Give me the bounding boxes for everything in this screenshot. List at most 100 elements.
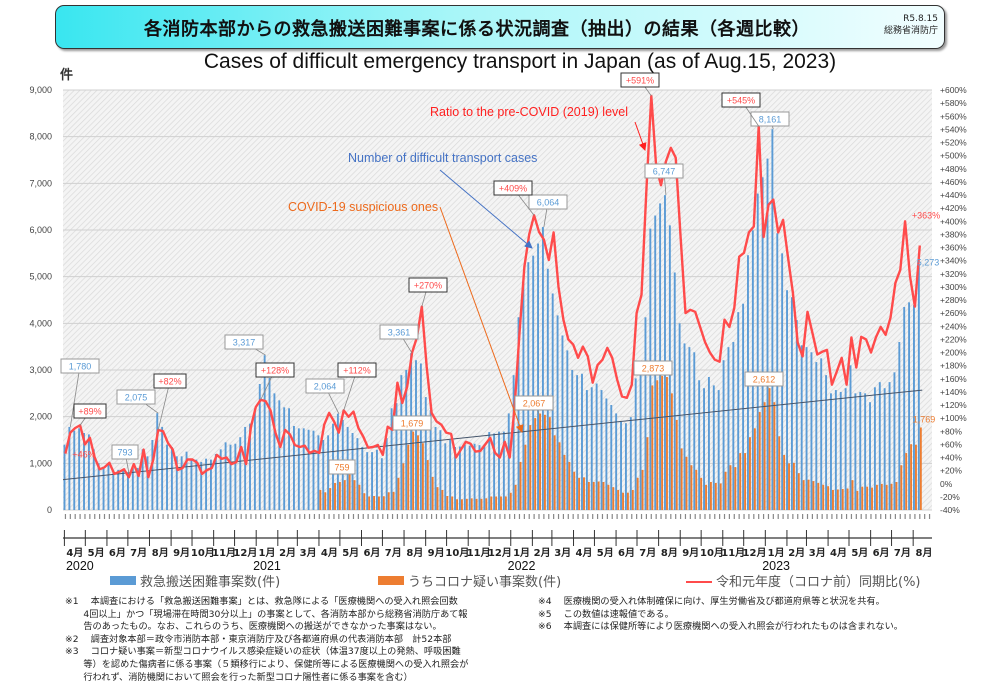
week-tick-mark xyxy=(816,514,818,519)
bar-difficult-cases xyxy=(229,444,232,510)
bar-difficult-cases xyxy=(507,413,510,510)
bar-difficult-cases xyxy=(673,272,676,510)
week-tick-mark xyxy=(762,514,765,519)
data-label: 8,161 xyxy=(759,115,782,125)
bar-covid-suspected xyxy=(387,492,390,510)
bar-difficult-cases xyxy=(483,444,486,510)
y-tick-right: +580% xyxy=(940,98,967,108)
bar-difficult-cases xyxy=(854,393,857,510)
bar-covid-suspected xyxy=(861,486,864,510)
bar-covid-suspected xyxy=(880,483,883,510)
bar-difficult-cases xyxy=(493,433,496,510)
bar-difficult-cases xyxy=(737,312,740,510)
week-tick-mark xyxy=(689,514,691,519)
annotation-arrow xyxy=(634,121,647,151)
bar-difficult-cases xyxy=(87,434,90,510)
y-tick-right: +160% xyxy=(940,374,967,384)
bar-covid-suspected xyxy=(539,413,541,510)
bar-covid-suspected xyxy=(719,483,722,510)
week-tick-mark xyxy=(333,514,335,519)
data-label-box xyxy=(744,371,784,387)
bar-covid-suspected xyxy=(895,482,898,510)
bar-difficult-cases xyxy=(117,469,120,510)
bar-covid-suspected xyxy=(802,480,805,510)
y-tick-left: 3,000 xyxy=(29,365,52,375)
bar-covid-suspected xyxy=(778,436,781,510)
bar-covid-suspected xyxy=(836,489,839,510)
week-tick-mark xyxy=(455,514,457,519)
week-tick-mark xyxy=(787,514,789,519)
week-tick-mark xyxy=(631,514,633,519)
week-tick-mark xyxy=(479,514,482,519)
week-tick-mark xyxy=(313,514,316,519)
bar-difficult-cases xyxy=(419,363,422,510)
week-tick-mark xyxy=(411,514,413,519)
bar-difficult-cases xyxy=(292,426,295,510)
week-tick-mark xyxy=(904,514,906,519)
week-tick-mark xyxy=(499,514,501,519)
bar-covid-suspected xyxy=(402,463,405,510)
data-label-box xyxy=(379,324,419,340)
data-label: 6,064 xyxy=(537,198,560,208)
bar-difficult-cases xyxy=(468,445,471,510)
week-tick-mark xyxy=(211,514,213,519)
y-tick-right: -40% xyxy=(940,505,960,515)
bar-difficult-cases xyxy=(502,431,505,510)
bar-difficult-cases xyxy=(127,472,129,510)
bar-difficult-cases xyxy=(473,443,476,510)
bar-difficult-cases xyxy=(644,317,647,510)
bar-difficult-cases xyxy=(400,375,403,510)
week-tick-mark xyxy=(221,514,223,519)
week-tick-mark xyxy=(308,514,311,519)
header-date: R5.8.15 xyxy=(903,14,938,24)
bar-covid-suspected xyxy=(358,484,361,510)
bar-difficult-cases xyxy=(444,443,447,510)
bar-covid-suspected xyxy=(543,414,546,510)
week-tick-mark xyxy=(733,514,735,519)
bar-difficult-cases xyxy=(458,446,461,510)
bar-difficult-cases xyxy=(517,317,520,510)
bar-difficult-cases xyxy=(175,456,178,510)
week-tick-mark xyxy=(255,514,257,519)
bar-difficult-cases xyxy=(717,390,720,510)
bar-covid-suspected xyxy=(763,402,766,510)
bar-covid-suspected xyxy=(519,461,522,510)
bar-difficult-cases xyxy=(917,263,920,510)
month-label: 3月 xyxy=(300,547,317,559)
data-label: +270% xyxy=(414,281,442,291)
footnote: ※2 調査対象本部＝政令市消防本部・東京消防庁及び各都道府県の代表消防本部 計5… xyxy=(65,633,452,645)
week-tick-mark xyxy=(113,514,115,519)
week-tick-mark xyxy=(484,514,486,519)
bar-covid-suspected xyxy=(919,427,922,510)
bar-difficult-cases xyxy=(512,375,515,510)
bar-covid-suspected xyxy=(456,499,459,510)
y-tick-right: +140% xyxy=(940,387,967,397)
bar-covid-suspected xyxy=(426,460,429,510)
bar-covid-suspected xyxy=(329,488,332,510)
bar-covid-suspected xyxy=(573,471,576,510)
data-label: 2,873 xyxy=(642,364,665,374)
bar-covid-suspected xyxy=(446,496,449,510)
week-tick-mark xyxy=(518,514,521,519)
week-tick-mark xyxy=(474,514,477,519)
bar-difficult-cases xyxy=(820,358,823,510)
week-tick-mark xyxy=(489,514,491,519)
bar-difficult-cases xyxy=(395,403,398,510)
bar-difficult-cases xyxy=(78,428,81,510)
bar-difficult-cases xyxy=(878,382,881,510)
week-tick-mark xyxy=(245,514,247,519)
data-label: +89% xyxy=(78,407,101,417)
header-agency: 総務省消防庁 xyxy=(883,26,938,36)
month-label: 6月 xyxy=(873,547,890,559)
bar-difficult-cases xyxy=(600,390,603,510)
bar-difficult-cases xyxy=(205,458,208,510)
data-label: +82% xyxy=(158,377,181,387)
bar-difficult-cases xyxy=(678,323,681,510)
bar-difficult-cases xyxy=(244,426,247,510)
bar-difficult-cases xyxy=(439,430,442,510)
month-label: 2月 xyxy=(788,547,805,559)
bar-difficult-cases xyxy=(844,388,847,510)
bar-difficult-cases xyxy=(873,387,876,510)
week-tick-mark xyxy=(513,514,516,519)
